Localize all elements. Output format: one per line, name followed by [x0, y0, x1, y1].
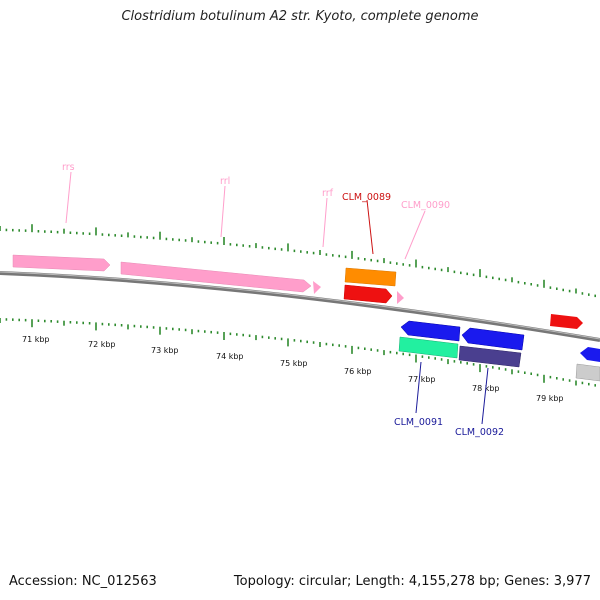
genome-backbone-highlight	[0, 271, 600, 340]
upper-tick-row	[0, 224, 597, 298]
tick-label-77: 77 kbp	[408, 375, 436, 384]
genome-summary-text: Topology: circular; Length: 4,155,278 bp…	[233, 574, 591, 589]
tick-label-74: 74 kbp	[216, 352, 244, 361]
genome-backbone	[0, 271, 600, 342]
tick-label-72: 72 kbp	[88, 340, 116, 349]
label-rrf: rrf	[322, 188, 334, 199]
label-clm0091: CLM_0091	[394, 417, 443, 428]
tick-label-75: 75 kbp	[280, 359, 308, 368]
tick-label-79: 79 kbp	[536, 394, 564, 403]
label-rrl: rrl	[220, 176, 230, 187]
tick-label-73: 73 kbp	[151, 346, 179, 355]
gene-clm0091-box[interactable]	[398, 336, 459, 359]
lower-tick-row	[0, 318, 597, 387]
reverse-features	[398, 320, 600, 382]
label-clm0092: CLM_0092	[455, 427, 504, 438]
gene-far-red-arrow[interactable]	[550, 314, 583, 329]
gene-labels: rrs rrl rrf CLM_0089 CLM_0090 CLM_0091 C…	[62, 162, 504, 438]
gene-clm0090-arrow[interactable]	[397, 291, 404, 304]
gene-blue-2-arrow[interactable]	[461, 327, 525, 351]
gene-far-blue-arrow[interactable]	[580, 347, 600, 362]
gene-blue-1-arrow[interactable]	[400, 320, 461, 342]
label-clm0090: CLM_0090	[401, 200, 450, 211]
gene-rrs-arrow[interactable]	[12, 254, 111, 272]
label-leaders	[65, 171, 489, 425]
gene-clm0089-box[interactable]	[344, 267, 397, 287]
label-rrs: rrs	[62, 162, 75, 173]
tick-label-76: 76 kbp	[344, 367, 372, 376]
accession-text: Accession: NC_012563	[9, 574, 157, 589]
tick-label-71: 71 kbp	[22, 335, 50, 344]
gene-clm0089-arrow[interactable]	[343, 284, 393, 304]
gene-rrf-arrow[interactable]	[313, 281, 321, 294]
label-clm0089: CLM_0089	[342, 192, 391, 203]
gene-far-grey-box[interactable]	[575, 363, 600, 382]
forward-features	[12, 254, 583, 329]
gene-clm0092-box[interactable]	[458, 345, 522, 368]
scale-labels: 71 kbp 72 kbp 73 kbp 74 kbp 75 kbp 76 kb…	[22, 335, 564, 403]
map-title: Clostridium botulinum A2 str. Kyoto, com…	[121, 9, 479, 24]
gene-rrl-arrow[interactable]	[120, 261, 312, 293]
